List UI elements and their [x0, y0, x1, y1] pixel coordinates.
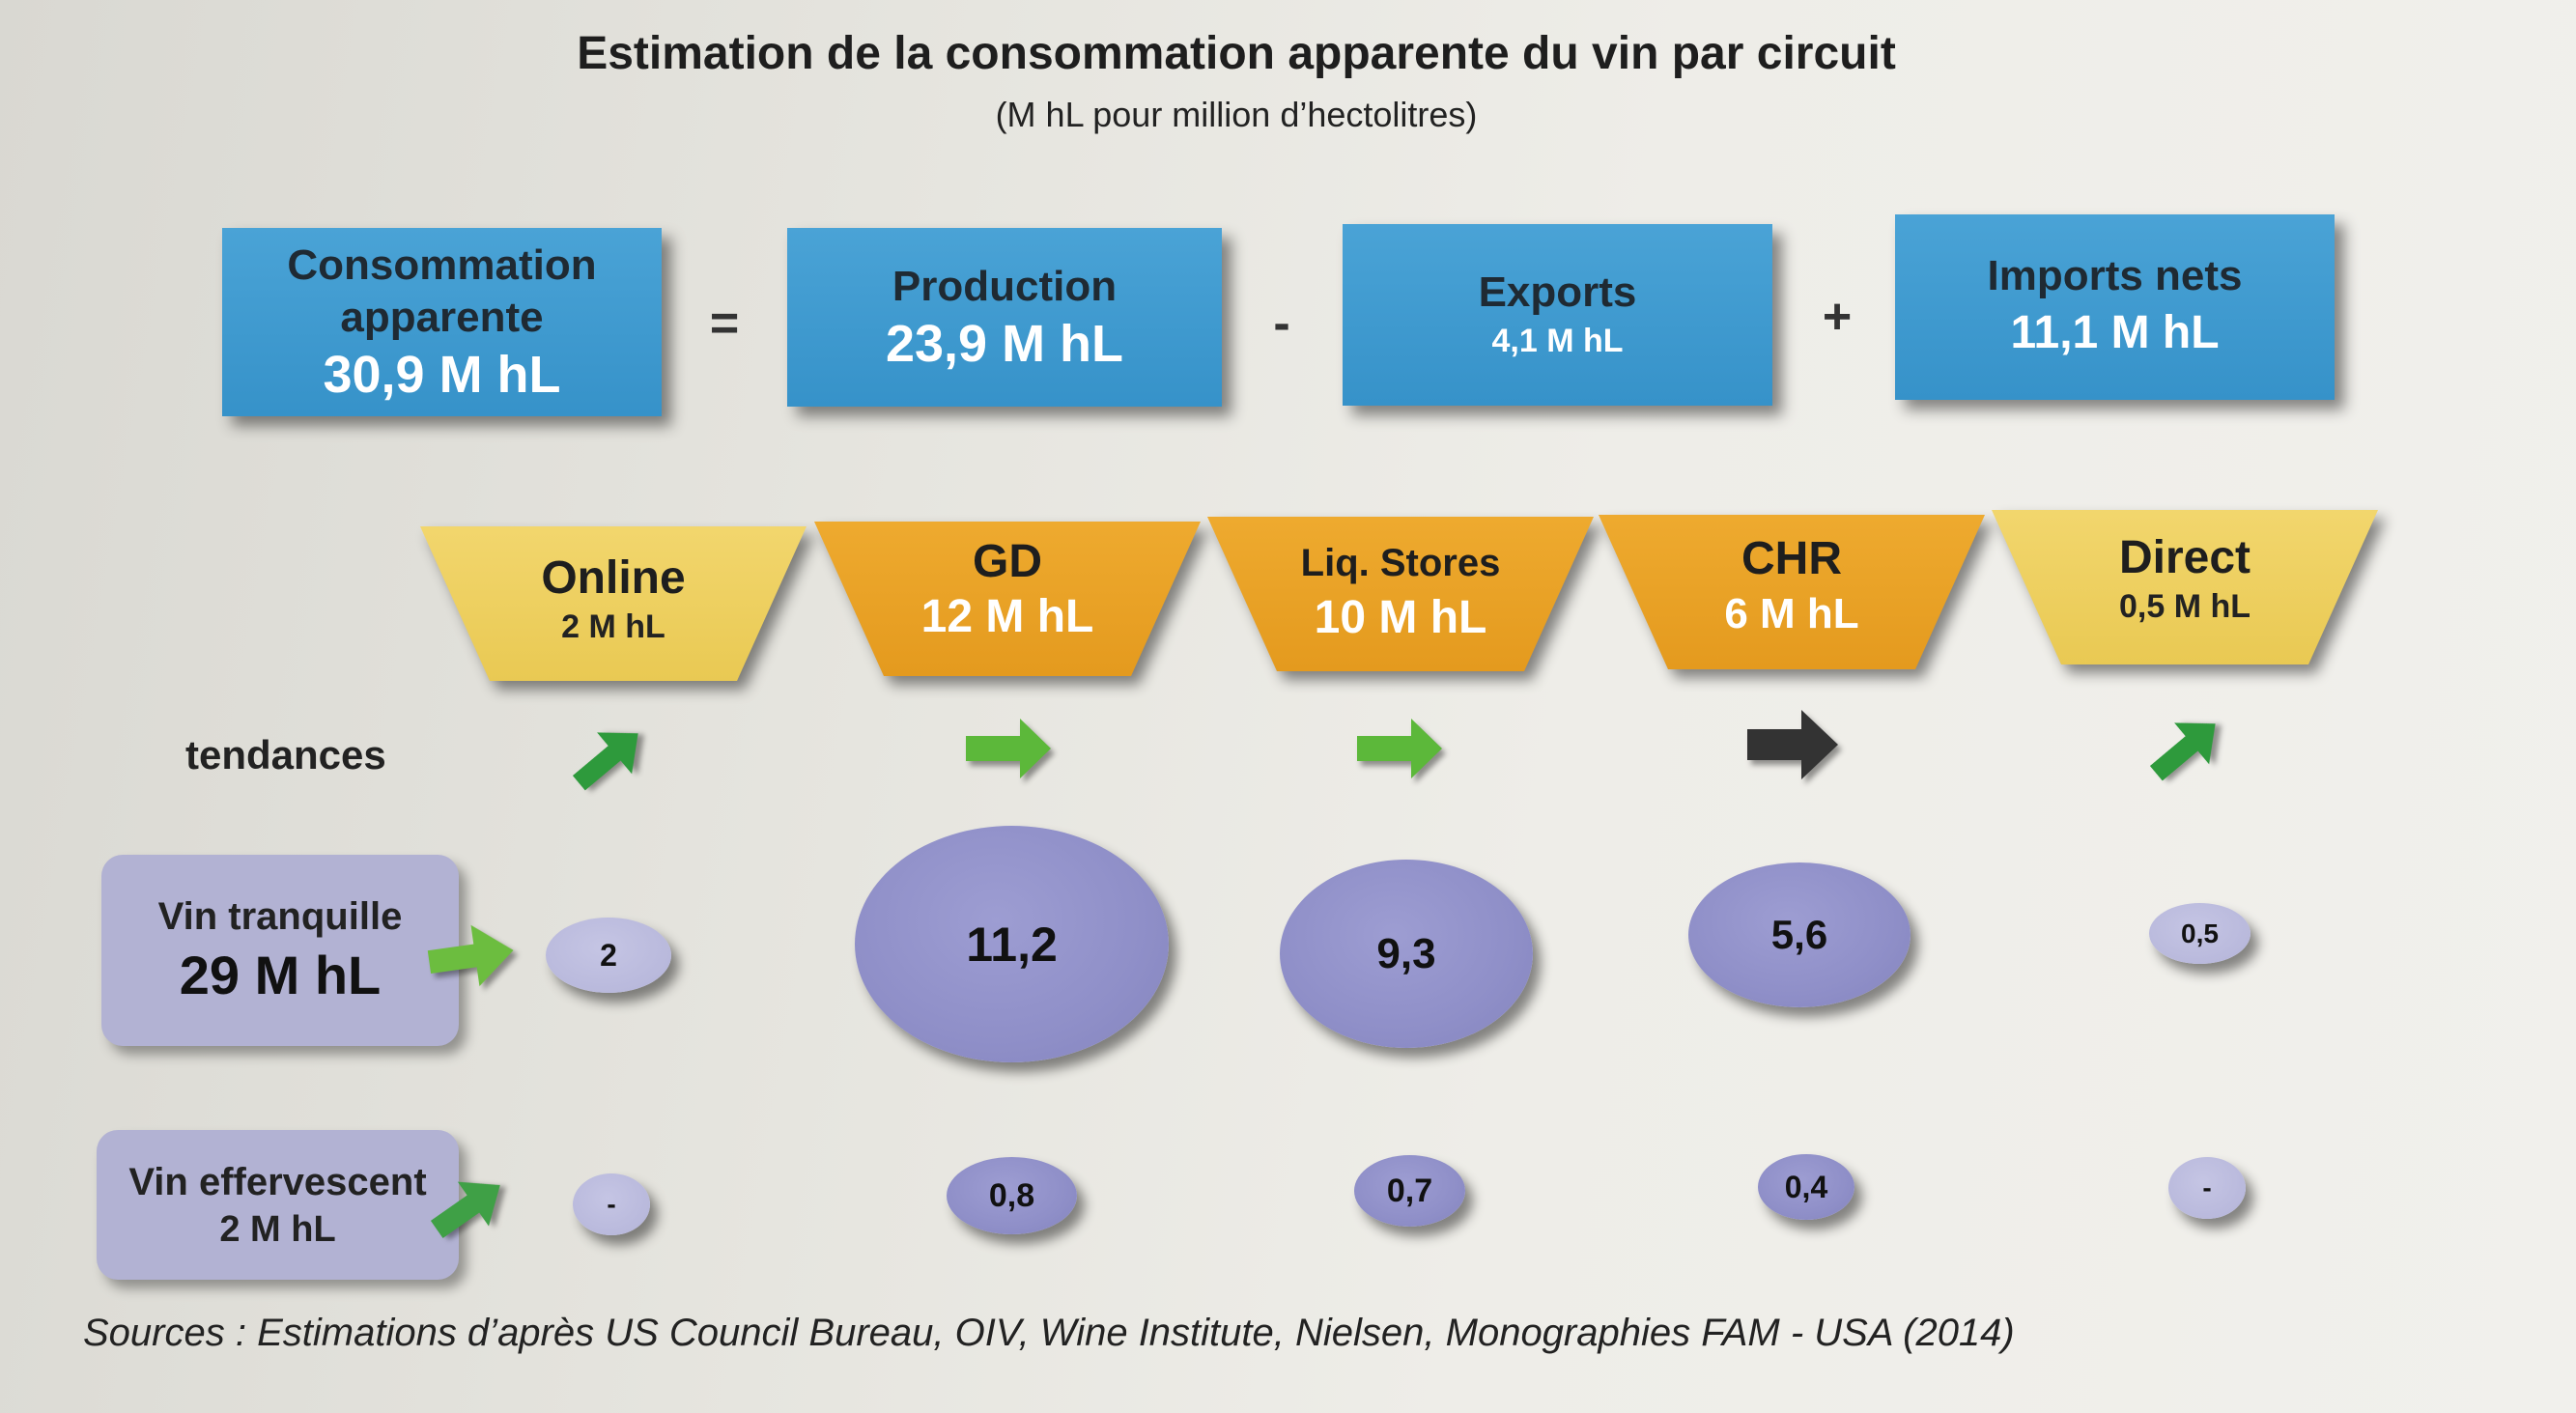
vin-tranquille-value: 29 M hL: [179, 945, 382, 1005]
minus-operator: -: [1273, 296, 1290, 352]
channel-online-value: 2 M hL: [561, 608, 665, 645]
consommation-value: 30,9 M hL: [323, 345, 561, 404]
channel-chr: CHR 6 M hL: [1599, 515, 1985, 669]
channel-direct: Direct 0,5 M hL: [1992, 510, 2378, 664]
vin-tranquille-chr: 5,6: [1688, 862, 1911, 1007]
exports-box: Exports 4,1 M hL: [1343, 224, 1772, 406]
trend-arrow-right-dark-icon: [1747, 710, 1838, 779]
row-arrow-icon: [427, 924, 514, 987]
vin-tranquille-label: Vin tranquille: [157, 895, 403, 938]
page-title: Estimation de la consommation apparente …: [577, 28, 1896, 79]
vin-effervescent-label: Vin effervescent: [128, 1160, 427, 1203]
production-value: 23,9 M hL: [885, 314, 1124, 373]
consommation-box: Consommation apparente 30,9 M hL: [222, 228, 662, 416]
exports-label: Exports: [1478, 268, 1637, 316]
page-subtitle: (M hL pour million d’hectolitres): [995, 95, 1478, 134]
vin-tranquille-gd: 11,2: [855, 826, 1169, 1062]
trend-arrow-up-icon: [572, 732, 638, 791]
row-arrow-icon: [430, 1181, 500, 1238]
vin-effervescent-liq-stores: 0,7: [1354, 1155, 1465, 1227]
channel-gd: GD 12 M hL: [814, 522, 1201, 676]
channel-liq-stores: Liq. Stores 10 M hL: [1207, 517, 1594, 671]
production-box: Production 23,9 M hL: [787, 228, 1222, 407]
tendances-label: tendances: [185, 732, 386, 777]
plus-operator: +: [1822, 289, 1853, 345]
channel-liq-stores-name: Liq. Stores: [1300, 542, 1501, 584]
production-label: Production: [892, 262, 1118, 310]
channel-liq-stores-value: 10 M hL: [1314, 592, 1487, 643]
exports-value: 4,1 M hL: [1491, 323, 1624, 359]
vin-effervescent-gd: 0,8: [947, 1157, 1077, 1234]
trend-arrow-up-icon: [2149, 722, 2216, 781]
vin-effervescent-direct: -: [2168, 1157, 2246, 1219]
imports-value: 11,1 M hL: [2010, 307, 2220, 358]
equals-operator: =: [709, 296, 740, 352]
sources-note: Sources : Estimations d’après US Council…: [83, 1312, 2015, 1354]
trend-arrow-right-icon: [966, 719, 1051, 778]
consommation-label-2: apparente: [340, 293, 544, 341]
consommation-label-1: Consommation: [287, 240, 597, 289]
vin-effervescent-online: -: [573, 1173, 650, 1235]
channel-direct-value: 0,5 M hL: [2118, 588, 2251, 625]
trend-arrow-right-icon: [1357, 719, 1442, 778]
imports-label: Imports nets: [1987, 252, 2243, 299]
channel-online: Online 2 M hL: [420, 526, 807, 681]
channel-direct-name: Direct: [2118, 532, 2251, 583]
channel-online-name: Online: [541, 552, 686, 604]
channel-chr-name: CHR: [1741, 533, 1842, 584]
channel-gd-name: GD: [973, 536, 1042, 587]
vin-tranquille-direct: 0,5: [2149, 903, 2250, 964]
imports-box: Imports nets 11,1 M hL: [1895, 214, 2335, 400]
channel-chr-value: 6 M hL: [1724, 590, 1859, 637]
channel-gd-value: 12 M hL: [920, 591, 1094, 642]
vin-effervescent-value: 2 M hL: [219, 1208, 336, 1250]
vin-tranquille-liq-stores: 9,3: [1280, 860, 1533, 1048]
vin-tranquille-online: 2: [546, 918, 671, 993]
vin-effervescent-box: Vin effervescent 2 M hL: [97, 1130, 459, 1280]
vin-tranquille-box: Vin tranquille 29 M hL: [101, 855, 459, 1046]
vin-effervescent-chr: 0,4: [1758, 1154, 1854, 1220]
